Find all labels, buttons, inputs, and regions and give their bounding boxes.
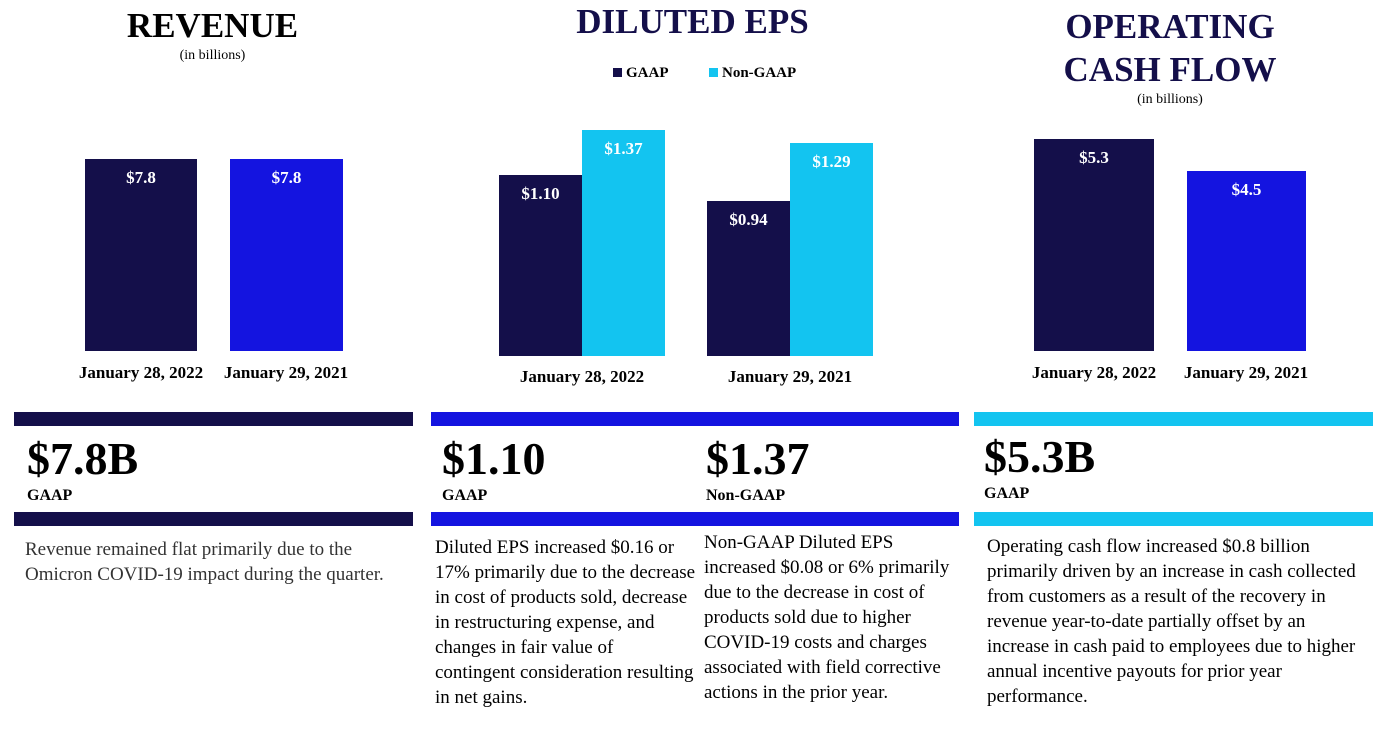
revenue-title: REVENUE	[126, 6, 299, 45]
legend-gaap: GAAP	[613, 65, 669, 82]
eps-bar-gaap-1	[499, 175, 582, 356]
eps-title: DILUTED EPS	[576, 2, 809, 41]
cashflow-bar-1	[1034, 139, 1154, 351]
eps-gaap-description: Diluted EPS increased $0.16 or 17% prima…	[435, 537, 696, 708]
revenue-kpi-value: $7.8B	[27, 433, 139, 484]
legend-nongaap-label: Non-GAAP	[722, 65, 797, 81]
cashflow-description: Operating cash flow increased $0.8 billi…	[987, 536, 1356, 707]
legend-nongaap-swatch	[709, 68, 718, 77]
revenue-kpi-label: GAAP	[27, 487, 73, 504]
eps-nongaap-kpi-value: $1.37	[706, 433, 810, 484]
cashflow-bar-2-label: $4.5	[1231, 180, 1262, 199]
eps-gaap-kpi-value: $1.10	[442, 433, 546, 484]
cashflow-title-line-2: CASH FLOW	[1063, 50, 1277, 89]
eps-bar-gaap-1-label: $1.10	[521, 184, 560, 203]
cashflow-kpi-label: GAAP	[984, 485, 1030, 502]
eps-nongaap-description: Non-GAAP Diluted EPS increased $0.08 or …	[704, 532, 950, 703]
revenue-x-tick-1: January 28, 2022	[78, 363, 204, 382]
eps-bar-nongaap-2-label: $1.29	[812, 152, 851, 171]
eps-bar-gaap-2	[707, 201, 790, 356]
eps-top-stripe	[431, 412, 959, 426]
revenue-bar-1	[85, 159, 197, 351]
eps-bar-nongaap-1-label: $1.37	[604, 139, 643, 158]
cashflow-x-tick-2: January 29, 2021	[1183, 363, 1309, 382]
eps-nongaap-kpi-label: Non-GAAP	[706, 487, 786, 504]
cashflow-top-stripe	[974, 412, 1373, 426]
eps-x-tick-2: January 29, 2021	[727, 367, 853, 386]
eps-bar-nongaap-1	[582, 130, 665, 356]
revenue-subtitle: (in billions)	[179, 48, 246, 63]
eps-bar-nongaap-2	[790, 143, 873, 356]
eps-x-tick-1: January 28, 2022	[519, 367, 645, 386]
eps-bottom-stripe	[431, 512, 959, 526]
cashflow-kpi-value: $5.3B	[984, 431, 1096, 482]
revenue-bar-2-label: $7.8	[271, 168, 302, 187]
legend-nongaap: Non-GAAP	[709, 65, 796, 82]
revenue-bottom-stripe	[14, 512, 413, 526]
legend-gaap-swatch	[613, 68, 622, 77]
legend-gaap-label: GAAP	[626, 65, 669, 81]
cashflow-x-tick-1: January 28, 2022	[1031, 363, 1157, 382]
revenue-bar-1-label: $7.8	[126, 168, 156, 187]
revenue-top-stripe	[14, 412, 413, 426]
cashflow-title-line-1: OPERATING	[1065, 7, 1275, 46]
cashflow-subtitle: (in billions)	[1137, 92, 1203, 107]
revenue-description: Revenue remained flat primarily due to t…	[25, 539, 384, 585]
cashflow-bar-2	[1187, 171, 1306, 351]
revenue-x-tick-2: January 29, 2021	[223, 363, 349, 382]
eps-gaap-kpi-label: GAAP	[442, 487, 488, 504]
cashflow-bottom-stripe	[974, 512, 1373, 526]
revenue-bar-2	[230, 159, 343, 351]
cashflow-bar-1-label: $5.3	[1079, 148, 1109, 167]
eps-bar-gaap-2-label: $0.94	[729, 210, 768, 229]
